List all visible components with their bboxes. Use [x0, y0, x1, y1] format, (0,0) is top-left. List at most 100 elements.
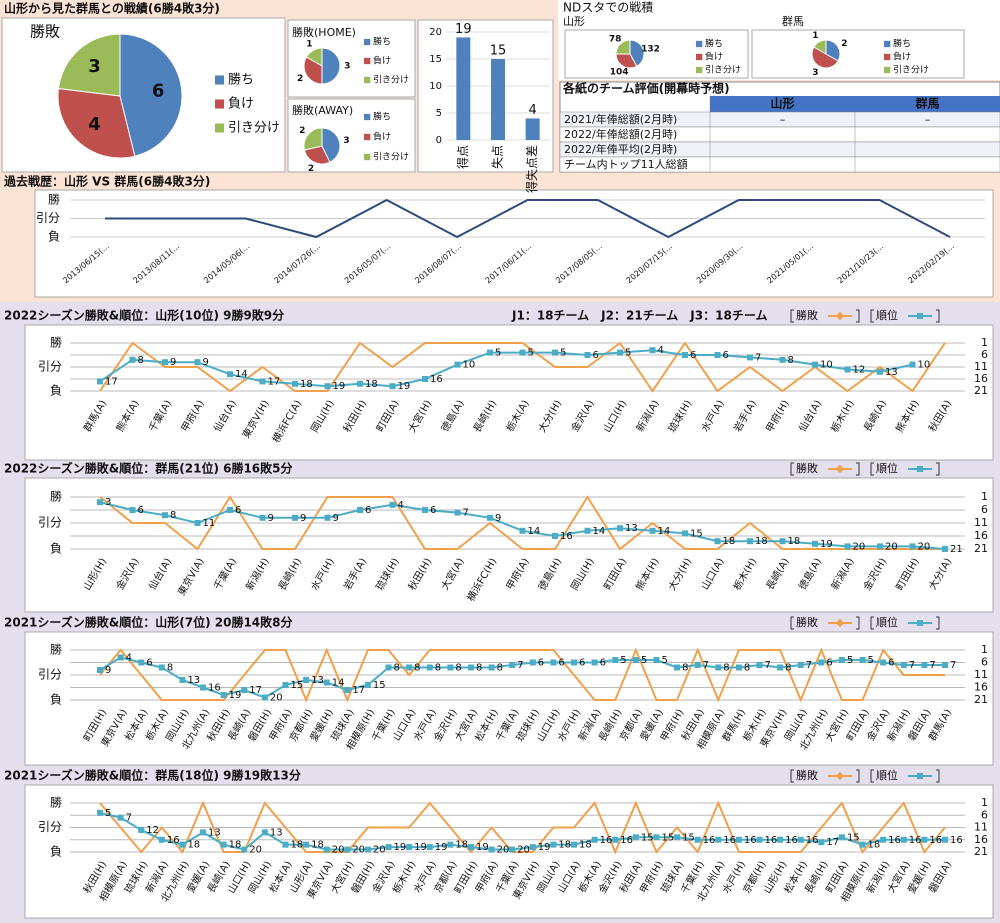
legend-marker [917, 466, 923, 472]
point [529, 659, 536, 666]
data-label: 15 [641, 832, 654, 843]
point [877, 543, 883, 550]
legend-bracket [870, 309, 874, 323]
y-tick-label: 勝 [50, 335, 62, 350]
point [97, 378, 103, 385]
bar [491, 59, 505, 140]
data-label: 15 [661, 832, 674, 843]
point [859, 841, 866, 848]
point [509, 846, 516, 853]
point [117, 654, 124, 661]
legend-bracket [936, 462, 940, 476]
point [838, 834, 845, 841]
line-series [99, 349, 913, 388]
data-label: 19 [820, 539, 833, 550]
point [509, 662, 516, 668]
y-tick-label: 15 [429, 54, 442, 65]
chart-title: 過去戦歴：山形 VS 群馬(6勝4敗3分) [3, 174, 210, 189]
point [682, 352, 688, 358]
data-label: 12 [146, 825, 159, 836]
point [900, 662, 907, 668]
line-series [105, 198, 951, 239]
y-tick-label: 負 [48, 230, 60, 244]
data-label: 7 [126, 813, 132, 824]
point [519, 349, 526, 356]
point [220, 692, 227, 698]
point [282, 841, 289, 848]
data-label: 6 [593, 350, 599, 361]
point [323, 679, 330, 686]
data-label: 7 [909, 660, 915, 671]
data-label: 7 [703, 660, 709, 671]
legend-swatch [215, 75, 225, 85]
data-label: 21 [950, 544, 963, 555]
point [138, 826, 145, 833]
point [364, 682, 371, 688]
data-label: 16 [430, 374, 443, 385]
point [97, 499, 103, 506]
data-label: 16 [208, 683, 221, 694]
point [519, 527, 526, 534]
y-tick-label: 引分 [38, 668, 62, 682]
point [454, 361, 461, 368]
y-tick-label: 勝 [50, 795, 62, 810]
y2-tick-label: 6 [981, 348, 988, 361]
data-label: 13 [311, 675, 324, 686]
point [880, 836, 887, 843]
legend-label: 勝ち [893, 38, 911, 50]
point [552, 533, 558, 539]
data-label: 78 [609, 34, 622, 44]
point [324, 514, 331, 521]
data-label: 16 [560, 531, 573, 542]
point [220, 841, 227, 848]
point [162, 512, 168, 519]
y2-tick-label: 6 [981, 503, 988, 516]
point [812, 540, 818, 547]
chart-title: 2022シーズン勝敗&順位：山形(10位) 9勝9敗9分 [4, 308, 284, 323]
data-label: 8 [138, 355, 144, 366]
legend-marker [835, 464, 845, 474]
legend-swatch [215, 99, 225, 109]
point [632, 834, 639, 841]
y2-tick-label: 1 [981, 796, 988, 809]
point [454, 509, 461, 516]
data-label: 16 [765, 835, 778, 846]
point [385, 664, 392, 671]
data-label: 8 [476, 663, 482, 674]
point [617, 525, 623, 532]
data-label: 3 [812, 68, 818, 78]
data-label: 18 [788, 536, 801, 547]
chart-title: 勝敗(HOME) [292, 25, 356, 39]
chart-box [24, 324, 994, 461]
legend-bracket [790, 309, 794, 323]
data-label: 8 [435, 663, 441, 674]
legend-label: 引き分け [228, 121, 280, 136]
point [909, 361, 916, 368]
data-label: 6 [690, 350, 696, 361]
data-label: 6 [888, 658, 894, 669]
chart-title: 2021シーズン勝敗&順位：山形(7位) 20勝14敗8分 [4, 615, 293, 630]
point [447, 664, 454, 671]
table-header [710, 96, 1000, 112]
legend-swatch [696, 40, 703, 48]
legend-swatch [696, 53, 703, 61]
bar [525, 118, 540, 140]
point [715, 836, 722, 843]
y2-tick-label: 16 [974, 372, 988, 385]
legend-bracket [856, 309, 860, 323]
chart-box [24, 631, 994, 766]
table-row [559, 156, 1000, 173]
legend-label: 負け [228, 97, 254, 112]
data-label: 9 [170, 357, 176, 368]
point [649, 527, 656, 534]
data-label: 9 [268, 513, 274, 524]
legend-bracket [856, 769, 860, 783]
data-label: 19 [455, 22, 472, 37]
data-label: 17 [826, 837, 839, 848]
point [241, 846, 248, 853]
panel-title: NDスタでの戦積 [563, 0, 653, 15]
data-label: 2 [297, 74, 303, 84]
data-label: 18 [229, 840, 242, 851]
data-label: 104 [610, 68, 629, 78]
legend-label: 勝敗 [796, 308, 818, 322]
